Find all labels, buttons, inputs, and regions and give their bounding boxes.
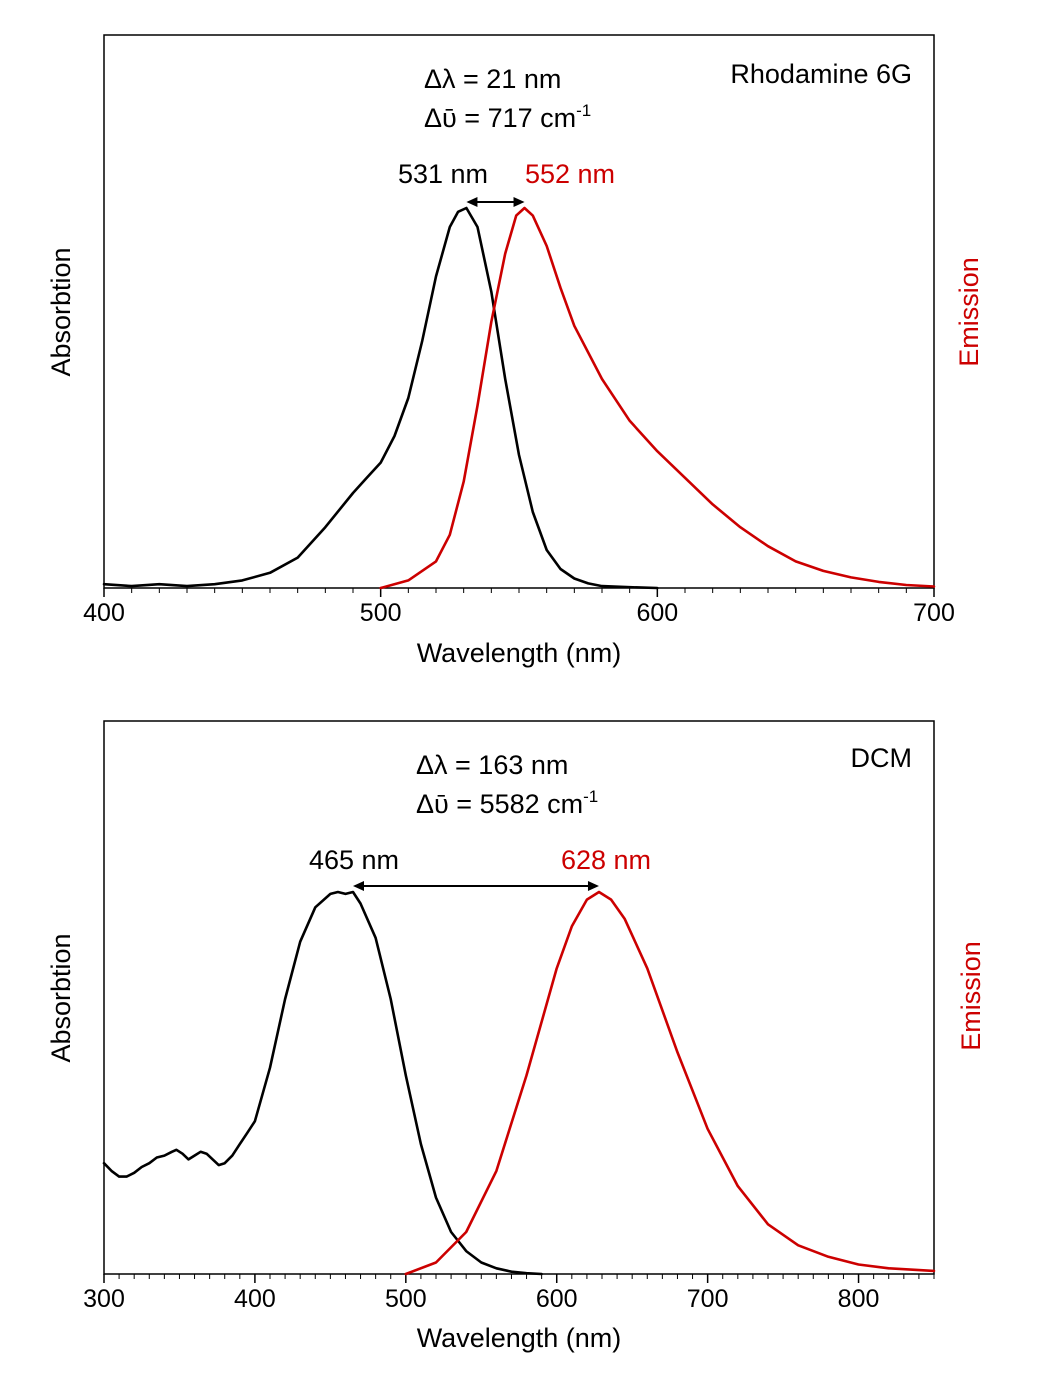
x-tick-label: 800 (838, 1285, 880, 1313)
x-tick-label: 600 (636, 599, 678, 627)
emission-series-line (379, 206, 936, 590)
y-axis-label-left: Absorbtion (46, 933, 76, 1062)
delta-nu-text: Δῡ = 5582 cm (416, 789, 583, 819)
delta-nu-exponent: -1 (576, 101, 591, 120)
x-tick-label: 700 (687, 1285, 729, 1313)
arrow-head-left (466, 197, 478, 207)
peak-shift-arrow (353, 881, 599, 891)
delta-lambda-annotation: Δλ = 163 nm (416, 750, 568, 780)
series-layer (102, 206, 936, 590)
delta-lambda-annotation: Δλ = 21 nm (424, 64, 561, 94)
x-tick-label: 400 (83, 599, 125, 627)
panel-rhodamine-6g: 400 500 600 700 Rhodamine 6G Δλ = 21 nm Δῡ … (46, 34, 984, 668)
x-tick-label: 400 (234, 1285, 276, 1313)
x-tick-label: 500 (385, 1285, 427, 1313)
absorption-series-line (102, 890, 543, 1276)
x-tick-label: 300 (83, 1285, 125, 1313)
x-axis-ticks (103, 588, 935, 597)
sample-label: Rhodamine 6G (730, 59, 912, 89)
delta-nu-exponent: -1 (583, 787, 598, 806)
x-tick-label: 700 (913, 599, 955, 627)
peak-shift-arrow (466, 197, 525, 207)
x-axis-label: Wavelength (nm) (417, 638, 622, 668)
plot-frame (103, 720, 935, 1275)
y-axis-label-right: Emission (954, 257, 984, 367)
peak-label-emission: 552 nm (525, 159, 615, 189)
emission-series-line (404, 890, 936, 1276)
x-axis-ticks (103, 1274, 935, 1283)
delta-nu-annotation: Δῡ = 5582 cm-1 (416, 787, 598, 819)
series-layer (102, 890, 936, 1276)
x-axis-tick-labels: 300 400 500 600 700 800 (83, 1285, 879, 1313)
x-axis-tick-labels: 400 500 600 700 (83, 599, 955, 627)
x-tick-label: 500 (360, 599, 402, 627)
arrow-head-left (353, 881, 364, 891)
peak-label-absorption: 531 nm (398, 159, 488, 189)
sample-label: DCM (851, 743, 913, 773)
arrow-head-right (513, 197, 525, 207)
x-tick-label: 600 (536, 1285, 578, 1313)
y-axis-label-left: Absorbtion (46, 247, 76, 376)
peak-label-emission: 628 nm (561, 845, 651, 875)
peak-label-absorption: 465 nm (309, 845, 399, 875)
arrow-head-right (587, 881, 599, 891)
x-axis-label: Wavelength (nm) (417, 1323, 622, 1353)
delta-nu-annotation: Δῡ = 717 cm-1 (424, 101, 591, 133)
panel-dcm: 300 400 500 600 700 800 DCM Δλ = 163 nm Δῡ = … (46, 720, 986, 1353)
y-axis-label-right: Emission (956, 941, 986, 1051)
delta-nu-text: Δῡ = 717 cm (424, 103, 576, 133)
absorption-series-line (102, 206, 659, 590)
